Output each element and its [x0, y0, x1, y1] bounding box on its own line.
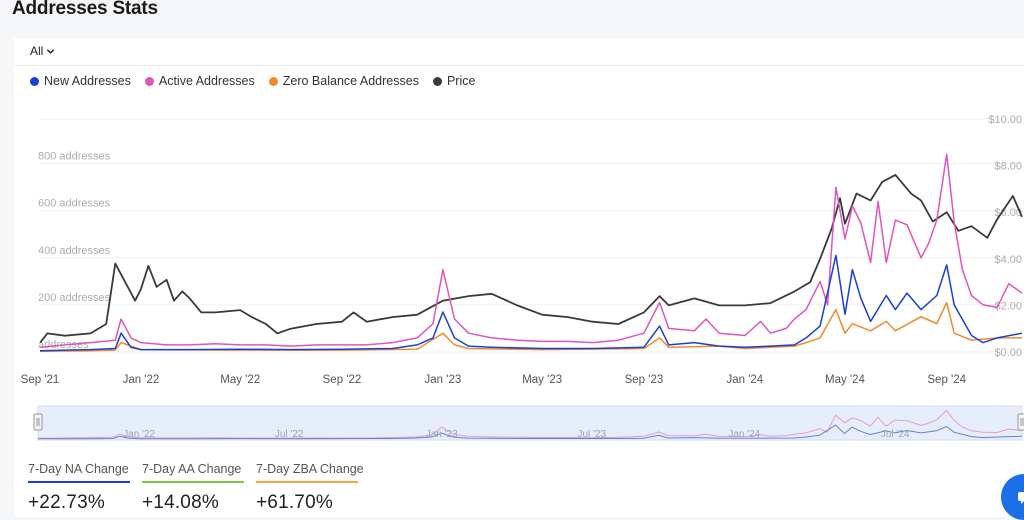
- chart-legend: New Addresses Active Addresses Zero Bala…: [30, 74, 475, 88]
- legend-dot-active-addresses: [144, 76, 154, 86]
- stat-label: 7-Day NA Change: [28, 462, 130, 483]
- y-right-tick-label: $2.00: [994, 300, 1022, 312]
- stats-row: 7-Day NA Change +22.73% 7-Day AA Change …: [28, 462, 364, 514]
- navigator-range: [37, 405, 1023, 441]
- legend-label: New Addresses: [44, 74, 131, 88]
- legend-label: Price: [446, 74, 476, 88]
- x-tick-label: Sep '24: [927, 374, 966, 386]
- navigator-tick-label: Jul '22: [275, 429, 304, 440]
- stat-value: +61.70%: [256, 492, 333, 513]
- y-left-tick-label: 600 addresses: [38, 198, 111, 210]
- navigator-tick-label: Jan '24: [728, 429, 760, 440]
- x-tick-label: Sep '23: [625, 374, 664, 386]
- x-tick-label: May '24: [825, 374, 866, 386]
- x-tick-label: Jan '22: [123, 374, 160, 386]
- stat-value: +14.08%: [142, 492, 219, 513]
- legend-item-new-addresses[interactable]: New Addresses: [30, 74, 131, 88]
- chevron-down-icon: [47, 48, 55, 54]
- legend-item-price[interactable]: Price: [432, 74, 476, 88]
- x-tick-label: May '23: [522, 374, 562, 386]
- page-title: Addresses Stats: [12, 0, 158, 19]
- legend-label: Zero Balance Addresses: [282, 74, 419, 88]
- range-dropdown[interactable]: All: [30, 44, 55, 58]
- navigator-line-active-addresses: [37, 409, 1023, 439]
- legend-item-zero-balance[interactable]: Zero Balance Addresses: [268, 74, 419, 88]
- stat-label: 7-Day AA Change: [142, 462, 244, 483]
- stat-label: 7-Day ZBA Change: [256, 462, 364, 483]
- legend-dot-zero-balance: [268, 76, 278, 86]
- range-dropdown-label: All: [30, 44, 44, 58]
- y-left-tick-label: 800 addresses: [38, 151, 111, 163]
- y-right-tick-label: $8.00: [994, 161, 1022, 173]
- legend-label: Active Addresses: [158, 74, 255, 88]
- navigator-tick-label: Jul '23: [577, 429, 606, 440]
- y-right-tick-label: $10.00: [988, 114, 1022, 126]
- x-tick-label: Sep '22: [323, 374, 362, 386]
- y-right-tick-label: $4.00: [994, 254, 1022, 266]
- stat-value: +22.73%: [28, 492, 105, 513]
- chat-button[interactable]: [1001, 474, 1024, 520]
- stat-aa-change: 7-Day AA Change +14.08%: [142, 462, 244, 514]
- navigator-tick-label: Jan '23: [426, 429, 458, 440]
- legend-dot-price: [432, 76, 442, 86]
- series-line-active-addresses: [40, 153, 1023, 349]
- x-tick-label: Jan '23: [425, 374, 462, 386]
- stat-na-change: 7-Day NA Change +22.73%: [28, 462, 130, 514]
- y-left-tick-label: 400 addresses: [38, 245, 111, 257]
- chat-icon: [1018, 492, 1024, 504]
- navigator-tick-label: Jul '24: [881, 429, 910, 440]
- y-right-tick-label: $6.00: [994, 207, 1022, 219]
- x-tick-label: Sep '21: [21, 374, 60, 386]
- navigator-line-new-addresses: [37, 424, 1023, 440]
- x-tick-label: Jan '24: [726, 374, 763, 386]
- series-line-price: [40, 173, 1023, 344]
- y-right-tick-label: $0.00: [994, 347, 1022, 359]
- x-tick-label: May '22: [220, 374, 260, 386]
- plot-area: [40, 153, 1023, 353]
- legend-dot-new-addresses: [30, 76, 39, 86]
- series-line-new-addresses: [40, 254, 1023, 352]
- y-left-tick-label: 200 addresses: [38, 292, 111, 304]
- stat-zba-change: 7-Day ZBA Change +61.70%: [256, 462, 364, 514]
- legend-item-active-addresses[interactable]: Active Addresses: [144, 74, 255, 88]
- navigator-handle-left[interactable]: [33, 413, 43, 431]
- header-divider: [14, 65, 1024, 66]
- navigator-tick-label: Jan '22: [123, 429, 155, 440]
